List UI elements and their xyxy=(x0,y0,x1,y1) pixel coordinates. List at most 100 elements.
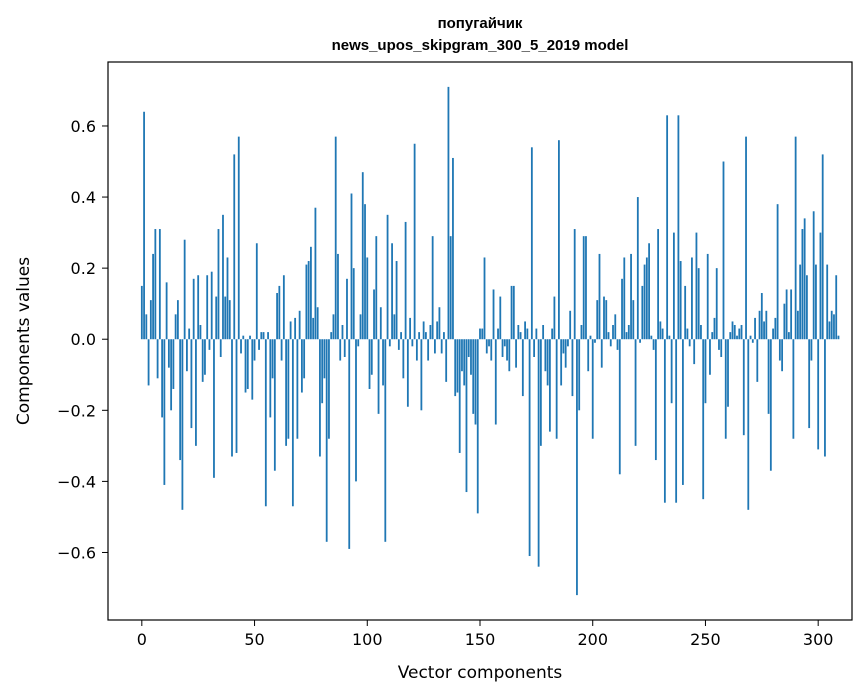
bar-182 xyxy=(551,328,554,340)
bar-160 xyxy=(501,339,504,357)
bar-87 xyxy=(337,253,339,340)
bar-240 xyxy=(682,339,684,485)
bar-110 xyxy=(388,339,391,347)
bar-130 xyxy=(434,339,436,354)
bar-279 xyxy=(769,339,772,471)
bar-309 xyxy=(837,335,840,340)
bar-158 xyxy=(497,328,499,340)
bar-11 xyxy=(165,282,168,340)
bar-167 xyxy=(517,325,520,340)
bar-57 xyxy=(269,339,272,418)
bars-group xyxy=(140,86,840,596)
bar-53 xyxy=(260,332,263,340)
bar-93 xyxy=(350,193,353,340)
bar-291 xyxy=(796,310,799,340)
bar-23 xyxy=(192,278,195,340)
bar-48 xyxy=(249,335,251,340)
bar-104 xyxy=(375,236,378,340)
bar-47 xyxy=(246,339,249,389)
bar-105 xyxy=(377,339,380,414)
bar-275 xyxy=(760,293,763,340)
bar-271 xyxy=(751,339,754,343)
bar-100 xyxy=(366,257,369,340)
bar-145 xyxy=(467,339,470,357)
bar-276 xyxy=(763,321,765,340)
bar-137 xyxy=(449,236,452,340)
bar-195 xyxy=(580,325,583,340)
bar-6 xyxy=(154,229,157,340)
bar-18 xyxy=(181,339,184,510)
bar-118 xyxy=(406,339,409,407)
bar-119 xyxy=(409,317,412,340)
bar-197 xyxy=(585,236,587,340)
bar-255 xyxy=(715,268,718,340)
bar-35 xyxy=(219,339,222,357)
bar-219 xyxy=(634,339,637,446)
bar-74 xyxy=(307,261,310,340)
bar-231 xyxy=(661,328,664,340)
bar-89 xyxy=(341,325,344,340)
bar-191 xyxy=(571,339,574,397)
bar-161 xyxy=(503,339,506,347)
bar-293 xyxy=(801,229,804,340)
bar-261 xyxy=(729,332,732,340)
bar-153 xyxy=(485,339,488,354)
bar-31 xyxy=(210,271,213,340)
bar-148 xyxy=(474,339,477,425)
bar-85 xyxy=(332,314,335,340)
bar-60 xyxy=(276,293,278,340)
bar-10 xyxy=(163,339,166,485)
bar-139 xyxy=(454,339,457,397)
x-tick-label-300: 300 xyxy=(803,630,834,649)
bar-120 xyxy=(411,339,414,347)
bar-190 xyxy=(569,310,572,340)
bar-274 xyxy=(758,310,761,340)
bar-144 xyxy=(465,339,468,493)
bar-164 xyxy=(510,285,513,340)
bar-269 xyxy=(747,339,750,510)
bar-259 xyxy=(724,339,727,439)
bar-114 xyxy=(397,339,400,350)
bar-25 xyxy=(197,275,200,340)
bar-32 xyxy=(213,339,215,478)
bar-250 xyxy=(704,339,707,404)
y-tick-label-3: 0.0 xyxy=(71,330,96,349)
bar-102 xyxy=(370,339,373,375)
bar-135 xyxy=(445,339,448,382)
bar-49 xyxy=(251,339,254,400)
bar-70 xyxy=(298,310,301,340)
bar-99 xyxy=(364,204,366,340)
bar-181 xyxy=(548,339,551,432)
bar-65 xyxy=(287,339,290,439)
bar-184 xyxy=(555,339,558,439)
bar-13 xyxy=(170,339,173,411)
bar-67 xyxy=(291,339,294,507)
bar-17 xyxy=(179,339,182,461)
bar-16 xyxy=(176,300,179,340)
bar-224 xyxy=(645,257,648,340)
bar-150 xyxy=(479,328,481,340)
bar-61 xyxy=(278,285,281,340)
bar-165 xyxy=(512,285,515,340)
bar-239 xyxy=(679,261,682,340)
bar-196 xyxy=(582,236,585,340)
bar-63 xyxy=(282,275,285,340)
bar-278 xyxy=(767,339,770,414)
bar-221 xyxy=(639,339,641,343)
bar-51 xyxy=(255,243,258,340)
bar-277 xyxy=(765,310,768,340)
y-tick-label-5: 0.4 xyxy=(71,188,96,207)
bar-2 xyxy=(145,314,148,340)
bar-33 xyxy=(215,296,218,340)
bar-127 xyxy=(427,339,430,361)
bar-86 xyxy=(334,136,337,340)
bar-171 xyxy=(526,328,529,340)
bar-66 xyxy=(289,321,292,340)
bar-295 xyxy=(806,275,808,340)
bar-273 xyxy=(756,339,759,382)
bar-264 xyxy=(736,335,738,340)
bar-212 xyxy=(618,339,621,475)
bar-186 xyxy=(560,339,563,386)
bar-75 xyxy=(310,246,312,340)
